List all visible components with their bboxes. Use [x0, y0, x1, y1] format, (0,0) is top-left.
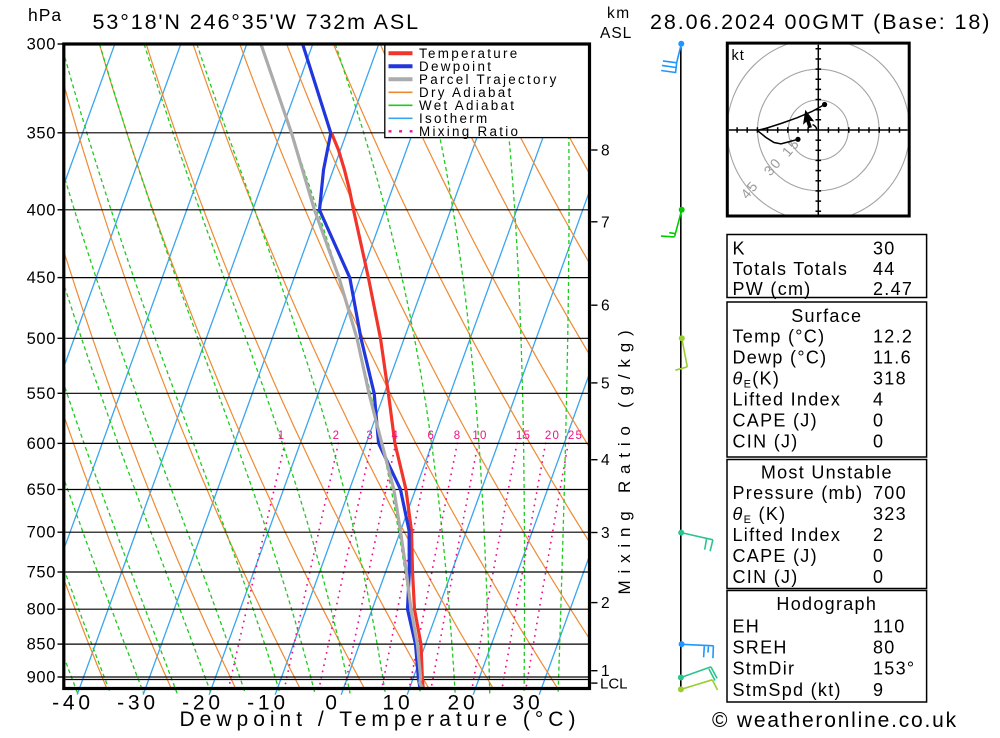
- svg-text:500: 500: [27, 330, 56, 348]
- svg-text:9: 9: [873, 680, 884, 700]
- svg-text:750: 750: [27, 564, 56, 582]
- svg-text:318: 318: [873, 369, 907, 389]
- svg-text:Lifted Index: Lifted Index: [733, 525, 842, 545]
- svg-text:44: 44: [873, 259, 896, 279]
- svg-text:2: 2: [873, 525, 884, 545]
- svg-text:0: 0: [873, 567, 884, 587]
- svg-text:850: 850: [27, 636, 56, 654]
- svg-text:-40: -40: [52, 692, 94, 715]
- svg-text:θE(K): θE(K): [733, 369, 781, 391]
- svg-text:Mixing Ratio (g/kg): Mixing Ratio (g/kg): [615, 324, 634, 595]
- svg-text:25: 25: [568, 430, 583, 442]
- svg-text:350: 350: [27, 124, 56, 142]
- svg-text:EH: EH: [733, 616, 761, 636]
- svg-text:550: 550: [27, 385, 56, 403]
- svg-text:110: 110: [873, 616, 906, 636]
- svg-text:ASL: ASL: [600, 25, 632, 42]
- svg-text:30: 30: [873, 239, 896, 259]
- svg-text:650: 650: [27, 481, 56, 499]
- svg-text:Dewpoint / Temperature (°C): Dewpoint / Temperature (°C): [180, 708, 581, 731]
- svg-text:7: 7: [601, 214, 610, 231]
- svg-text:0: 0: [873, 546, 884, 566]
- svg-text:3: 3: [601, 525, 610, 542]
- svg-text:K: K: [733, 239, 746, 259]
- svg-text:20: 20: [545, 430, 560, 442]
- svg-text:Hodograph: Hodograph: [776, 594, 877, 614]
- svg-text:Temp (°C): Temp (°C): [733, 327, 826, 347]
- svg-text:4: 4: [601, 452, 610, 469]
- svg-text:323: 323: [873, 504, 907, 524]
- svg-text:CIN (J): CIN (J): [733, 432, 799, 452]
- svg-text:28.06.2024 00GMT (Base: 18): 28.06.2024 00GMT (Base: 18): [650, 10, 991, 34]
- svg-text:900: 900: [27, 669, 56, 687]
- svg-text:600: 600: [27, 435, 56, 453]
- svg-text:2.47: 2.47: [873, 279, 913, 299]
- svg-text:CAPE (J): CAPE (J): [733, 411, 818, 431]
- svg-text:PW (cm): PW (cm): [733, 279, 812, 299]
- svg-text:Mixing Ratio: Mixing Ratio: [419, 124, 520, 139]
- svg-text:Dewp (°C): Dewp (°C): [733, 348, 828, 368]
- svg-text:StmSpd (kt): StmSpd (kt): [733, 680, 842, 700]
- svg-text:StmDir: StmDir: [733, 659, 796, 679]
- svg-text:6: 6: [601, 298, 610, 315]
- svg-text:80: 80: [873, 637, 896, 657]
- svg-text:Most Unstable: Most Unstable: [761, 463, 893, 483]
- svg-text:153°: 153°: [873, 659, 915, 679]
- svg-text:LCL: LCL: [600, 676, 628, 693]
- svg-text:10: 10: [472, 430, 487, 442]
- svg-text:hPa: hPa: [28, 5, 62, 25]
- svg-text:Lifted Index: Lifted Index: [733, 390, 842, 410]
- svg-text:3: 3: [366, 430, 374, 442]
- svg-text:800: 800: [27, 601, 56, 619]
- svg-text:Pressure (mb): Pressure (mb): [733, 483, 864, 503]
- svg-text:2: 2: [601, 595, 610, 612]
- svg-text:8: 8: [601, 143, 610, 160]
- svg-text:Surface: Surface: [791, 306, 862, 326]
- svg-text:6: 6: [427, 430, 435, 442]
- svg-text:1: 1: [278, 430, 286, 442]
- svg-text:700: 700: [873, 483, 907, 503]
- svg-text:CAPE (J): CAPE (J): [733, 546, 818, 566]
- svg-text:400: 400: [27, 201, 56, 219]
- svg-text:700: 700: [27, 524, 56, 542]
- svg-text:kt: kt: [732, 48, 745, 64]
- svg-text:SREH: SREH: [733, 637, 788, 657]
- svg-text:km: km: [607, 5, 631, 22]
- svg-text:2: 2: [333, 430, 341, 442]
- svg-text:4: 4: [873, 390, 884, 410]
- svg-text:15: 15: [516, 430, 531, 442]
- svg-text:CIN (J): CIN (J): [733, 567, 799, 587]
- svg-text:© weatheronline.co.uk: © weatheronline.co.uk: [712, 709, 958, 732]
- svg-text:12.2: 12.2: [873, 327, 913, 347]
- svg-text:0: 0: [873, 411, 884, 431]
- svg-text:53°18'N 246°35'W 732m ASL: 53°18'N 246°35'W 732m ASL: [93, 10, 421, 34]
- svg-text:θE (K): θE (K): [733, 504, 787, 526]
- svg-text:11.6: 11.6: [873, 348, 912, 368]
- svg-text:450: 450: [27, 269, 56, 287]
- svg-text:5: 5: [601, 375, 610, 392]
- svg-text:0: 0: [873, 432, 884, 452]
- svg-text:4: 4: [391, 430, 399, 442]
- svg-text:Totals Totals: Totals Totals: [733, 259, 849, 279]
- svg-text:8: 8: [454, 430, 462, 442]
- svg-text:-30: -30: [117, 692, 159, 715]
- svg-text:300: 300: [27, 36, 56, 54]
